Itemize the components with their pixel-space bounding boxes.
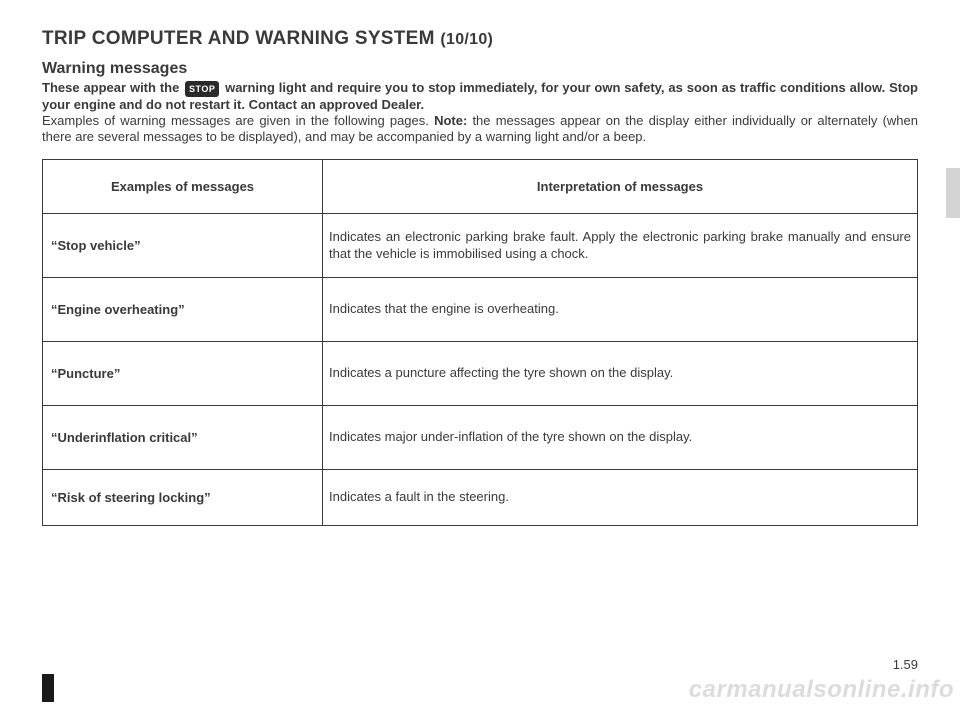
intro-bold-1: These appear with the — [42, 80, 183, 95]
msg-cell: “Risk of steering locking” — [43, 470, 323, 526]
watermark: carmanualsonline.info — [689, 676, 954, 704]
msg-cell: “Underinflation critical” — [43, 406, 323, 470]
stop-icon: STOP — [185, 81, 219, 97]
table-header-row: Examples of messages Interpretation of m… — [43, 160, 918, 214]
col-header-interpretation: Interpretation of messages — [323, 160, 918, 214]
table-row: “Stop vehicle” Indicates an electronic p… — [43, 214, 918, 278]
interp-cell: Indicates major under-inflation of the t… — [323, 406, 918, 470]
title-sub: (10/10) — [440, 31, 493, 48]
messages-table-wrap: Examples of messages Interpretation of m… — [42, 159, 918, 526]
warning-heading: Warning messages — [42, 60, 918, 78]
interp-cell: Indicates a puncture affecting the tyre … — [323, 342, 918, 406]
table-row: “Risk of steering locking” Indicates a f… — [43, 470, 918, 526]
bottom-mark — [42, 674, 54, 702]
intro-note-label: Note: — [434, 113, 467, 128]
intro-plain-1: Examples of warning messages are given i… — [42, 113, 434, 128]
page-number: 1.59 — [893, 657, 918, 672]
table-row: “Puncture” Indicates a puncture affectin… — [43, 342, 918, 406]
messages-table: Examples of messages Interpretation of m… — [42, 159, 918, 526]
msg-cell: “Engine overheating” — [43, 278, 323, 342]
title-main: TRIP COMPUTER AND WARNING SYSTEM — [42, 28, 435, 49]
intro-paragraph: These appear with the STOP warning light… — [42, 80, 918, 145]
side-tab — [946, 168, 960, 218]
table-row: “Engine overheating” Indicates that the … — [43, 278, 918, 342]
col-header-examples: Examples of messages — [43, 160, 323, 214]
msg-cell: “Puncture” — [43, 342, 323, 406]
table-row: “Underinflation critical” Indicates majo… — [43, 406, 918, 470]
interp-cell: Indicates an electronic parking brake fa… — [323, 214, 918, 278]
msg-cell: “Stop vehicle” — [43, 214, 323, 278]
page-title: TRIP COMPUTER AND WARNING SYSTEM (10/10) — [42, 28, 918, 50]
interp-cell: Indicates that the engine is overheating… — [323, 278, 918, 342]
interp-cell: Indicates a fault in the steering. — [323, 470, 918, 526]
